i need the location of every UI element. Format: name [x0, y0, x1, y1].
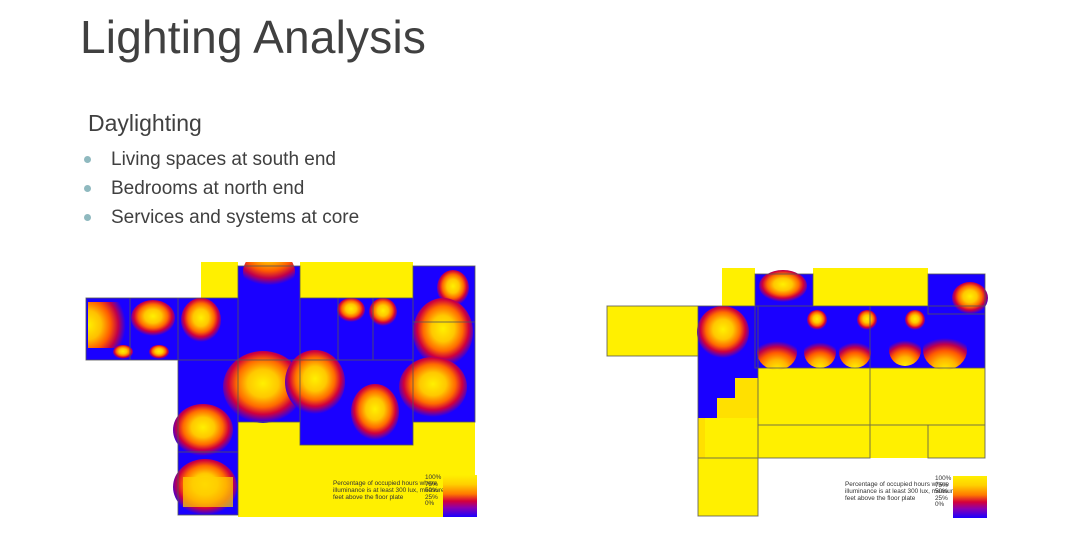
bullet-icon	[84, 185, 91, 192]
bullet-text: Services and systems at core	[111, 207, 360, 228]
legend-ticks: 100% 75% 50% 25% 0%	[935, 475, 952, 509]
slide-title: Lighting Analysis	[80, 11, 427, 63]
legend-color-bar	[443, 475, 477, 517]
floor-plan-right: Percentage of occupied hours where illum…	[605, 268, 990, 518]
legend-tick: 100%	[425, 474, 442, 481]
legend-tick: 0%	[425, 500, 435, 508]
legend-tick: 25%	[935, 494, 948, 502]
legend-tick: 50%	[935, 488, 948, 496]
floor-plan-right-heatmap	[606, 268, 988, 517]
bullet-list: Living spaces at south end Bedrooms at n…	[80, 145, 359, 232]
bullet-icon	[84, 214, 91, 221]
slide-subtitle: Daylighting	[88, 110, 202, 136]
bullet-item: Living spaces at south end	[80, 145, 359, 174]
bullet-item: Services and systems at core	[80, 203, 359, 232]
bullet-text: Living spaces at south end	[111, 149, 336, 170]
legend-tick: 100%	[935, 475, 952, 482]
legend-description: Percentage of occupied hours where illum…	[333, 480, 450, 502]
legend-description: Percentage of occupied hours where illum…	[845, 481, 962, 503]
legend-tick: 0%	[935, 501, 945, 509]
legend-tick: 25%	[425, 493, 438, 501]
floor-plan-left: Percentage of occupied hours where illum…	[83, 262, 478, 517]
legend-ticks: 100% 75% 50% 25% 0%	[425, 474, 442, 508]
legend-tick: 75%	[935, 481, 948, 489]
bullet-text: Bedrooms at north end	[111, 178, 305, 199]
legend-tick: 50%	[425, 487, 438, 495]
legend-tick: 75%	[425, 480, 438, 488]
legend-color-bar	[953, 476, 987, 518]
bullet-icon	[84, 156, 91, 163]
floor-plan-left-heatmap	[85, 262, 476, 517]
bullet-item: Bedrooms at north end	[80, 174, 359, 203]
